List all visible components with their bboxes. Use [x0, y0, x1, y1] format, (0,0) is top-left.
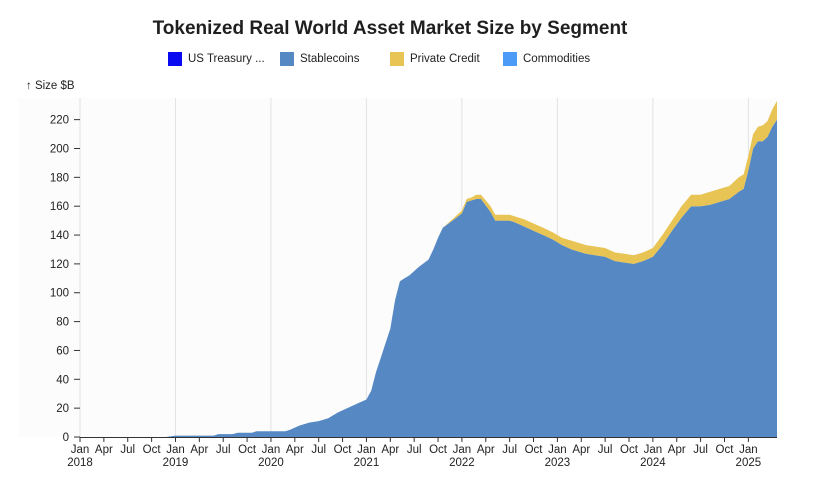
- y-tick-label-100: 100: [50, 288, 69, 300]
- x-tick-label-22: Jul: [598, 444, 613, 456]
- x-year-label-2021: 2021: [354, 457, 380, 469]
- legend-item-stablecoins[interactable]: Stablecoins: [280, 52, 359, 66]
- legend-label-us-treasury: US Treasury ...: [188, 53, 265, 65]
- legend-swatch-commodities: [503, 52, 517, 66]
- y-tick-label-60: 60: [56, 345, 69, 357]
- x-tick-label-2: Jul: [120, 444, 135, 456]
- x-tick-label-24: Jan: [644, 444, 663, 456]
- y-tick-label-40: 40: [56, 374, 69, 386]
- x-tick-label-23: Oct: [620, 444, 639, 456]
- x-tick-label-14: Jul: [407, 444, 422, 456]
- legend-label-private-credit: Private Credit: [410, 53, 480, 65]
- x-tick-label-7: Oct: [238, 444, 257, 456]
- x-tick-label-26: Jul: [693, 444, 708, 456]
- legend-item-commodities[interactable]: Commodities: [503, 52, 590, 66]
- legend-swatch-us-treasury: [168, 52, 182, 66]
- x-year-label-2019: 2019: [163, 457, 189, 469]
- x-tick-label-3: Oct: [143, 444, 162, 456]
- y-tick-label-200: 200: [50, 143, 69, 155]
- x-tick-label-25: Apr: [668, 444, 686, 456]
- x-tick-label-11: Oct: [334, 444, 353, 456]
- x-tick-label-16: Jan: [453, 444, 472, 456]
- legend-swatch-private-credit: [390, 52, 404, 66]
- area-stablecoins: [80, 119, 777, 437]
- x-year-label-2023: 2023: [545, 457, 571, 469]
- y-tick-label-80: 80: [56, 317, 69, 329]
- x-tick-label-5: Apr: [190, 444, 208, 456]
- y-tick-label-220: 220: [50, 115, 69, 127]
- y-tick-label-20: 20: [56, 403, 69, 415]
- x-year-label-2025: 2025: [736, 457, 762, 469]
- legend-item-us-treasury[interactable]: US Treasury ...: [168, 52, 265, 66]
- x-tick-label-13: Apr: [381, 444, 399, 456]
- x-tick-label-1: Apr: [95, 444, 113, 456]
- x-tick-label-8: Jan: [262, 444, 281, 456]
- y-tick-label-0: 0: [63, 432, 69, 444]
- legend-item-private-credit[interactable]: Private Credit: [390, 52, 480, 66]
- legend-swatch-stablecoins: [280, 52, 294, 66]
- x-tick-label-21: Apr: [572, 444, 590, 456]
- x-tick-label-28: Jan: [739, 444, 758, 456]
- x-tick-label-12: Jan: [357, 444, 376, 456]
- x-year-label-2020: 2020: [258, 457, 284, 469]
- legend-label-stablecoins: Stablecoins: [300, 53, 360, 65]
- x-year-label-2022: 2022: [449, 457, 475, 469]
- x-tick-label-15: Oct: [429, 444, 448, 456]
- x-tick-label-20: Jan: [548, 444, 567, 456]
- x-tick-label-6: Jul: [216, 444, 231, 456]
- x-tick-label-0: Jan: [71, 444, 90, 456]
- y-tick-label-180: 180: [50, 172, 69, 184]
- legend-label-commodities: Commodities: [523, 53, 591, 65]
- x-year-label-2018: 2018: [67, 457, 93, 469]
- y-tick-label-120: 120: [50, 259, 69, 271]
- y-axis-label: ↑ Size $B: [26, 80, 75, 92]
- x-tick-label-4: Jan: [166, 444, 185, 456]
- legend: US Treasury ... Stablecoins Private Cred…: [0, 52, 814, 70]
- chart-title: Tokenized Real World Asset Market Size b…: [152, 18, 628, 39]
- y-tick-label-140: 140: [50, 230, 69, 242]
- x-tick-label-18: Jul: [502, 444, 517, 456]
- y-tick-label-160: 160: [50, 201, 69, 213]
- x-tick-label-19: Oct: [525, 444, 544, 456]
- x-tick-label-27: Oct: [716, 444, 735, 456]
- x-tick-label-17: Apr: [477, 444, 495, 456]
- x-year-label-2024: 2024: [640, 457, 666, 469]
- x-tick-label-9: Apr: [286, 444, 304, 456]
- x-tick-label-10: Jul: [311, 444, 326, 456]
